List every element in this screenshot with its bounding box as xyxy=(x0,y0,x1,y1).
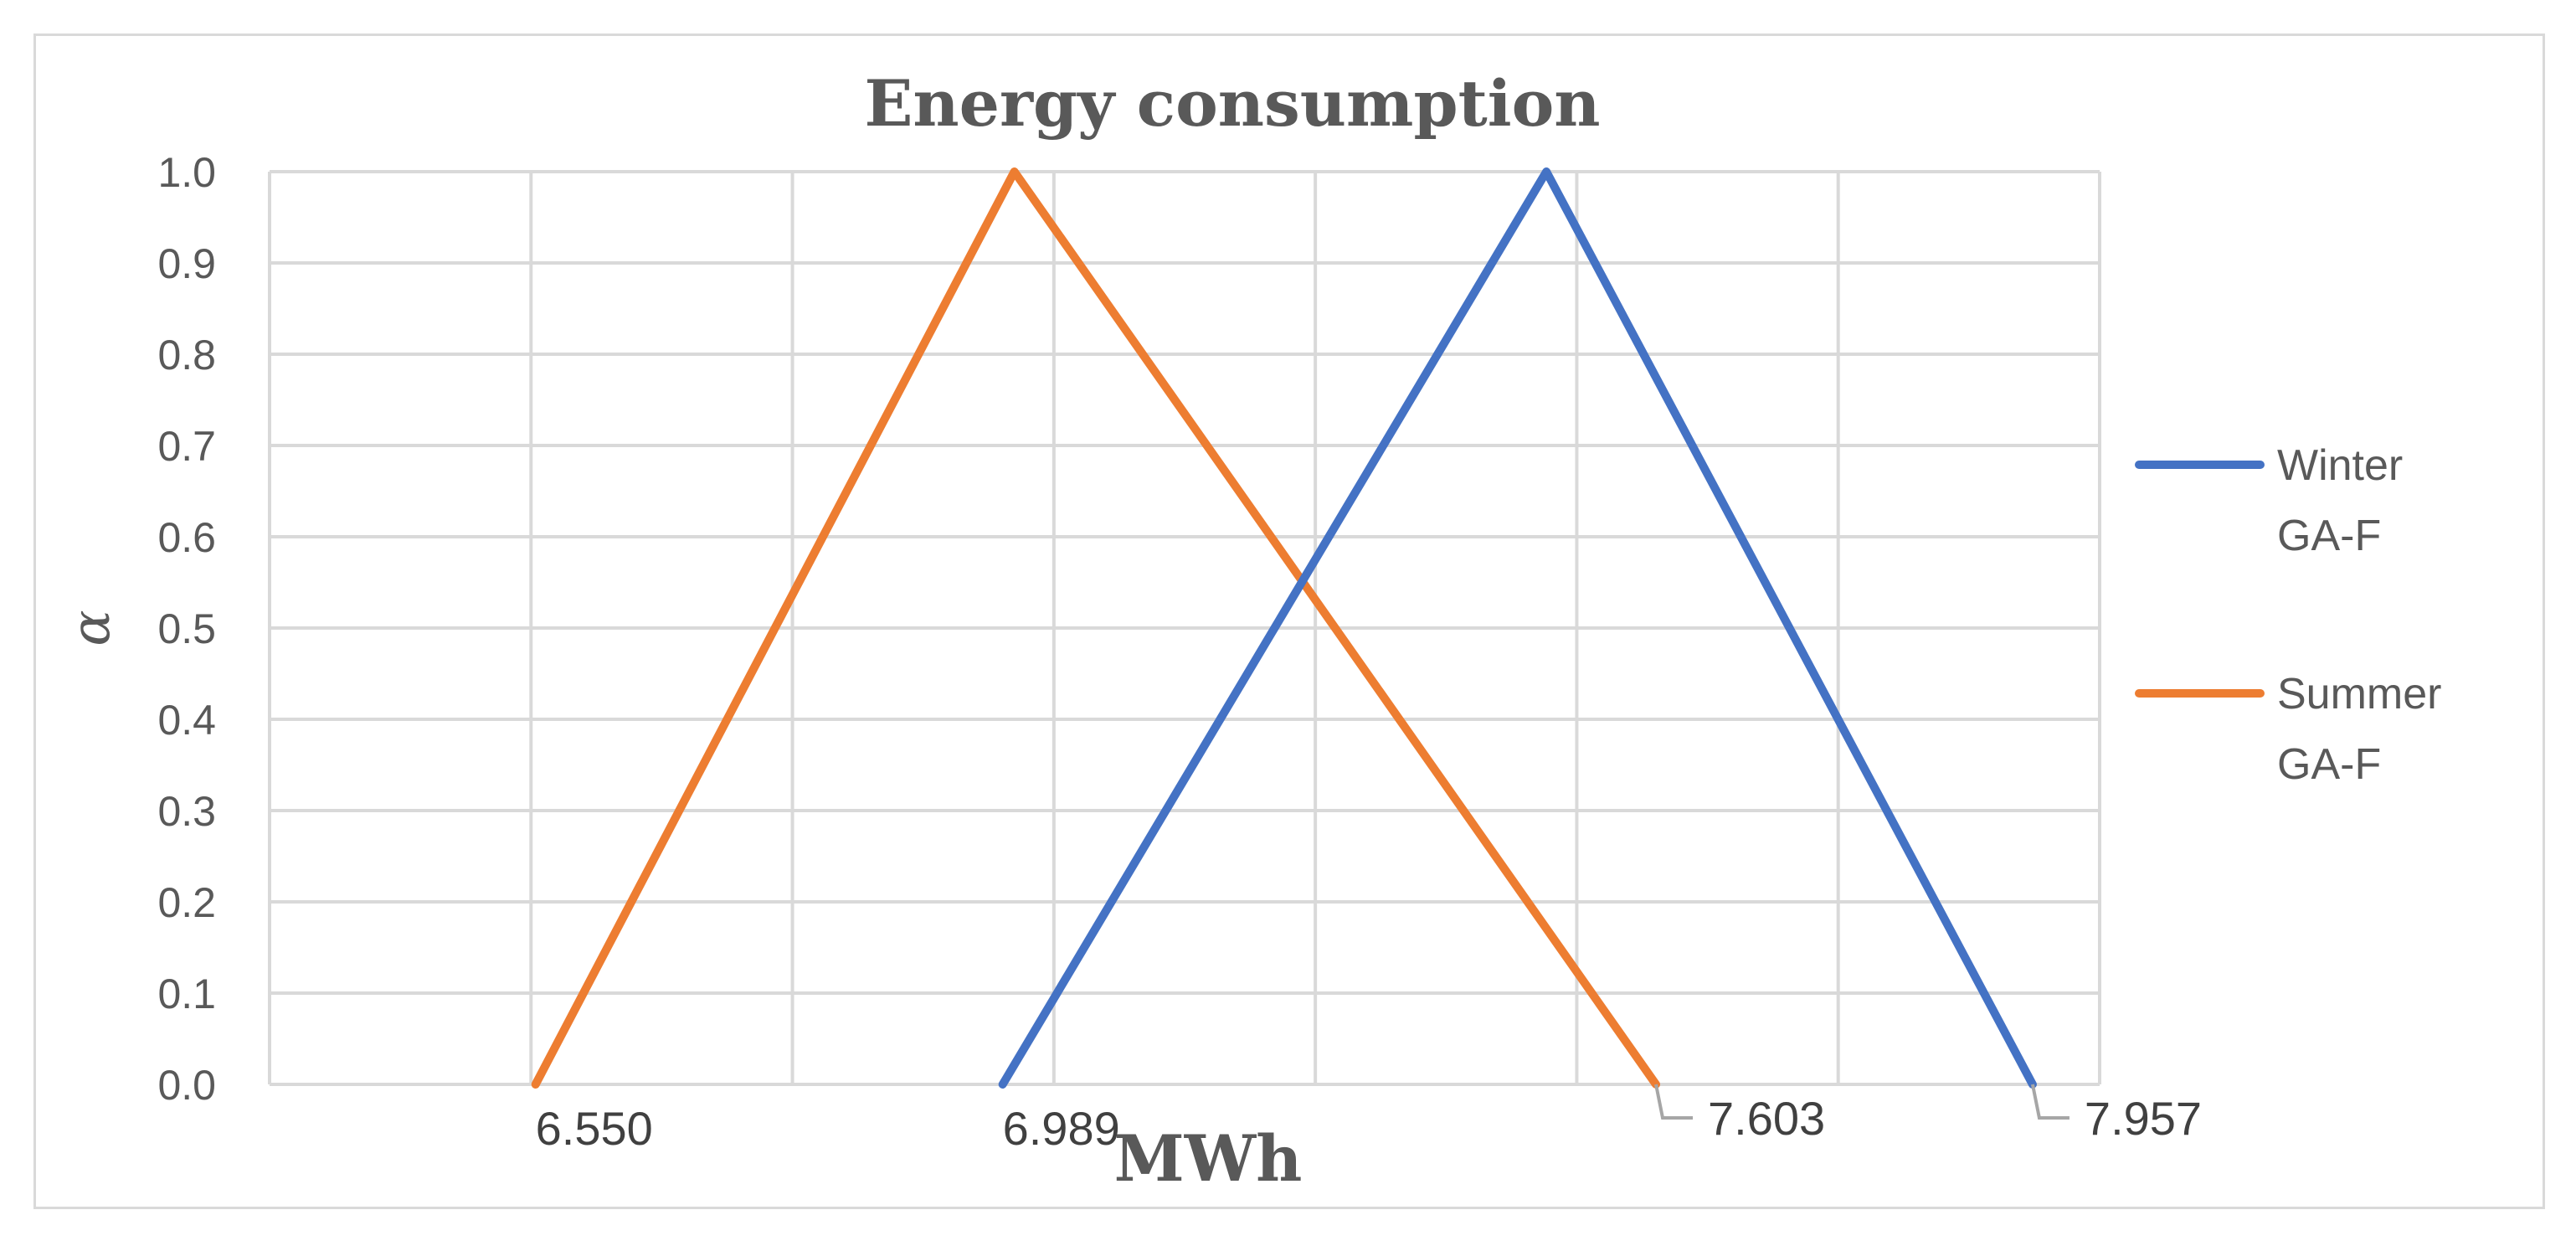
y-tick-label: 0.0 xyxy=(157,1062,216,1109)
legend-label: GA-F xyxy=(2277,512,2381,560)
y-tick-label: 0.7 xyxy=(157,423,216,470)
y-axis-label: α xyxy=(60,610,122,646)
legend-label: GA-F xyxy=(2277,740,2381,789)
y-tick-label: 1.0 xyxy=(157,149,216,196)
series-lines xyxy=(531,167,2037,1089)
y-tick-label: 0.9 xyxy=(157,240,216,287)
y-tick-label: 0.4 xyxy=(157,697,216,744)
legend-label: Summer xyxy=(2277,670,2441,718)
series-line-winter-ga-f xyxy=(998,167,2037,1089)
y-tick-label: 0.1 xyxy=(157,971,216,1017)
data-label: 7.603 xyxy=(1708,1092,1825,1145)
y-axis-ticks: 0.0 0.1 0.2 0.3 0.4 0.5 0.6 0.7 0.8 0.9 1.0 xyxy=(157,149,216,1109)
y-tick-label: 0.3 xyxy=(157,788,216,835)
chart-title: Energy consumption xyxy=(864,66,1600,141)
data-label: 6.550 xyxy=(536,1102,653,1155)
legend: Winter GA-F Summer GA-F xyxy=(2135,441,2441,789)
legend-label: Winter xyxy=(2277,441,2403,490)
data-label-leader xyxy=(1654,1084,1694,1120)
y-tick-label: 0.5 xyxy=(157,605,216,652)
chart-frame xyxy=(33,33,2545,1209)
data-label: 6.989 xyxy=(1003,1102,1120,1155)
data-label: 7.957 xyxy=(2085,1092,2202,1145)
y-tick-label: 0.8 xyxy=(157,332,216,378)
grid xyxy=(268,170,2101,1086)
data-labels: 6.550 6.989 7.603 7.957 xyxy=(536,1084,2202,1155)
series-line-summer-ga-f xyxy=(531,167,1661,1089)
y-tick-label: 0.6 xyxy=(157,514,216,561)
x-axis-label: MWh xyxy=(1114,1121,1303,1196)
data-label-leader xyxy=(2030,1084,2070,1120)
y-tick-label: 0.2 xyxy=(157,879,216,926)
